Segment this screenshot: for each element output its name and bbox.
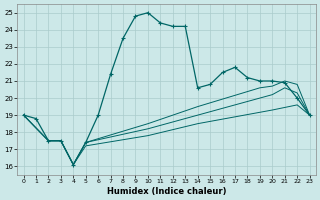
X-axis label: Humidex (Indice chaleur): Humidex (Indice chaleur) xyxy=(107,187,226,196)
